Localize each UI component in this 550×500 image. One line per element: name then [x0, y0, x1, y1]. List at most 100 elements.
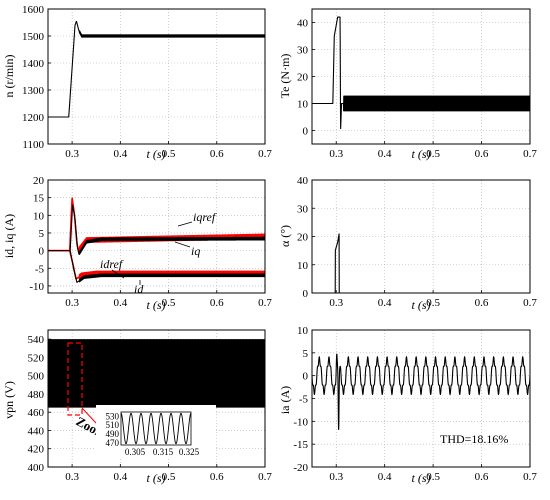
x-tick-label: 0.7: [523, 148, 537, 160]
y-tick-label: 5: [39, 228, 45, 240]
y-tick-label: 20: [297, 72, 309, 84]
x-tick-label: 0.3: [329, 471, 343, 483]
x-tick-label: 0.4: [378, 471, 392, 483]
x-tick-label: 0.5: [162, 148, 176, 160]
panel-current-dq: 0.3 0.4 0.5 0.6 0.7 -10 -5 0 5 10 15 20 iqref iq id…: [2, 175, 272, 312]
x-tick-label: 0.5: [162, 471, 176, 483]
y-tick-label: 540: [28, 334, 45, 346]
axes-frame: [47, 8, 266, 145]
inset-y-tick-label: 470: [106, 438, 120, 448]
x-axis-label: t (s): [147, 471, 166, 485]
axes-frame: [47, 179, 266, 294]
panel-dc-voltage: 0.3 0.4 0.5 0.6 0.7400420440460480500520540 …: [2, 329, 273, 485]
y-tick-label: 460: [28, 407, 45, 419]
inset-waveform: [120, 412, 192, 445]
y-axis-label: ia (A): [278, 386, 292, 414]
y-axis-label: n (r/min): [2, 55, 16, 98]
phase-current-waveform: [312, 353, 530, 430]
x-tick-label: 0.3: [329, 148, 343, 160]
plot-area-alpha: [312, 180, 530, 293]
x-tick-label: 0.4: [113, 297, 127, 309]
x-tick-label: 0.5: [426, 297, 440, 309]
y-tick-label: 10: [297, 325, 309, 337]
zoom-leader: [81, 407, 97, 424]
x-axis-label: t (s): [147, 147, 166, 161]
x-tick-label: 0.5: [426, 148, 440, 160]
axes-frame: [47, 329, 266, 468]
x-tick-label: 0.4: [378, 297, 392, 309]
inset-y-tick-label: 490: [106, 429, 120, 439]
y-tick-label: -5: [299, 394, 309, 406]
ticks-speed: 0.3 0.4 0.5 0.6 0.7 1100 1200 1300 1400 1500 1600: [22, 4, 272, 160]
x-tick-label: 0.6: [210, 148, 224, 160]
ticks-dc-voltage: 0.3 0.4 0.5 0.6 0.7 400 420 440 460 480 500 520 540: [28, 334, 273, 483]
annotation-id: id: [134, 282, 144, 296]
y-axis-label: α (°): [278, 225, 292, 247]
x-axis-label: t (s): [412, 147, 431, 161]
x-tick-label: 0.6: [475, 471, 489, 483]
x-tick-label: 0.6: [475, 297, 489, 309]
ticks-alpha: 0.3 0.4 0.5 0.6 0.7 0 10 20 30 40: [297, 175, 537, 309]
y-tick-label: 1200: [22, 112, 45, 124]
y-tick-label: 15: [33, 193, 45, 205]
y-tick-label: 0: [39, 246, 45, 258]
leader-iq: [174, 241, 191, 248]
annotation-idref: idref: [100, 257, 124, 271]
x-tick-label: 0.3: [329, 297, 343, 309]
y-tick-label: 30: [297, 45, 309, 57]
x-tick-label: 0.3: [65, 148, 79, 160]
y-tick-label: -20: [293, 462, 308, 474]
y-axis-label: id, iq (A): [2, 214, 16, 258]
panel-phase-current: 0.3 0.4 0.5 0.6 0.7 -20 -15 -10 -5 0 5 10 THD=18.16…: [278, 325, 537, 485]
y-tick-label: 1300: [22, 85, 45, 97]
y-tick-label: 20: [297, 232, 309, 244]
x-tick-label: 0.3: [65, 471, 79, 483]
annotation-iqref: iqref: [193, 210, 217, 224]
y-tick-label: 10: [297, 99, 309, 111]
series-line-3: [48, 250, 265, 283]
x-axis-label: t (s): [412, 298, 431, 312]
series-line-0: [48, 197, 265, 253]
ticks-current-dq: 0.3 0.4 0.5 0.6 0.7 -10 -5 0 5 10 15 20: [29, 175, 272, 309]
x-tick-label: 0.6: [210, 471, 224, 483]
y-tick-label: 500: [28, 371, 45, 383]
panel-speed: 0.3 0.4 0.5 0.6 0.7110012001300140015001600 …: [2, 4, 272, 161]
annotation-iq: iq: [191, 244, 200, 258]
x-axis-label: t (s): [147, 298, 166, 312]
panel-alpha: 0.3 0.4 0.5 0.6 0.7 0 10 20 30 40 t (s) α (°): [278, 175, 537, 312]
x-tick-label: 0.3: [65, 297, 79, 309]
ticks-phase-current: 0.3 0.4 0.5 0.6 0.7 -20 -15 -10 -5 0 5 10: [293, 325, 537, 483]
y-tick-label: 10: [33, 210, 45, 222]
x-tick-label: 0.6: [475, 148, 489, 160]
leader-idref: [111, 269, 125, 279]
x-tick-label: 0.7: [258, 471, 272, 483]
plot-area-torque: [312, 9, 530, 144]
x-tick-label: 0.4: [113, 148, 127, 160]
zoom-window: [67, 342, 83, 416]
y-tick-label: 10: [297, 260, 309, 272]
y-tick-label: 520: [28, 352, 45, 364]
series-line-0: [312, 233, 530, 293]
x-tick-label: 0.7: [523, 297, 537, 309]
voltage-band: [48, 339, 265, 408]
series-line-0: [312, 16, 530, 130]
inset-y-tick-label: 530: [106, 411, 120, 421]
y-tick-label: 400: [28, 462, 45, 474]
x-tick-label: 0.6: [210, 297, 224, 309]
x-tick-label: 0.5: [426, 471, 440, 483]
y-tick-label: 40: [297, 175, 309, 187]
y-axis-label: vpn (V): [2, 381, 16, 419]
y-tick-label: 1100: [22, 139, 44, 151]
inset-x-tick-label: 0.305: [125, 447, 146, 457]
thd-annotation: THD=18.16%: [440, 432, 508, 446]
y-tick-label: 0: [303, 288, 309, 300]
inset-y-tick-label: 510: [106, 420, 120, 430]
inset-x-tick-label: 0.315: [153, 447, 174, 457]
x-tick-label: 0.5: [162, 297, 176, 309]
plot-area-dc-voltage: [48, 330, 265, 467]
y-axis-label: Te (N·m): [278, 54, 292, 99]
inset-frame: [120, 411, 192, 446]
x-tick-label: 0.4: [113, 471, 127, 483]
